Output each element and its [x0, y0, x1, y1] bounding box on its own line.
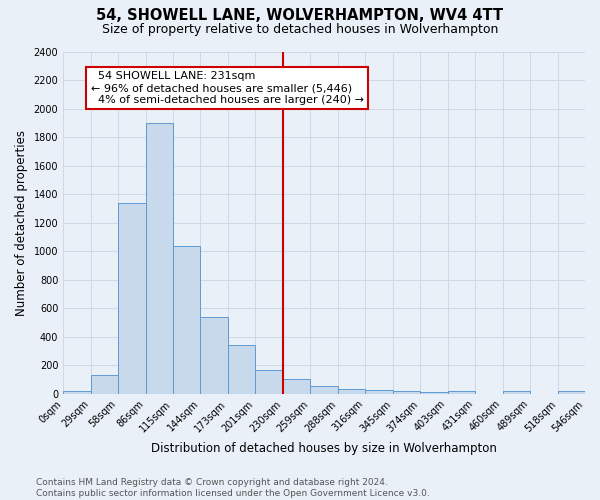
Bar	[503, 391, 530, 394]
Bar	[173, 246, 200, 394]
Text: 54 SHOWELL LANE: 231sqm
← 96% of detached houses are smaller (5,446)
  4% of sem: 54 SHOWELL LANE: 231sqm ← 96% of detache…	[91, 72, 364, 104]
Bar	[448, 391, 475, 394]
Bar	[365, 390, 393, 394]
Bar	[557, 391, 585, 394]
Bar	[283, 379, 310, 394]
Bar	[420, 392, 448, 394]
X-axis label: Distribution of detached houses by size in Wolverhampton: Distribution of detached houses by size …	[151, 442, 497, 455]
Bar	[310, 386, 338, 394]
Bar	[228, 346, 256, 394]
Bar	[146, 123, 173, 394]
Bar	[393, 391, 420, 394]
Bar	[256, 370, 283, 394]
Text: 54, SHOWELL LANE, WOLVERHAMPTON, WV4 4TT: 54, SHOWELL LANE, WOLVERHAMPTON, WV4 4TT	[97, 8, 503, 22]
Bar	[200, 317, 228, 394]
Text: Contains HM Land Registry data © Crown copyright and database right 2024.
Contai: Contains HM Land Registry data © Crown c…	[36, 478, 430, 498]
Bar	[91, 376, 118, 394]
Bar	[63, 391, 91, 394]
Bar	[118, 202, 146, 394]
Bar	[338, 389, 365, 394]
Y-axis label: Number of detached properties: Number of detached properties	[15, 130, 28, 316]
Text: Size of property relative to detached houses in Wolverhampton: Size of property relative to detached ho…	[102, 22, 498, 36]
